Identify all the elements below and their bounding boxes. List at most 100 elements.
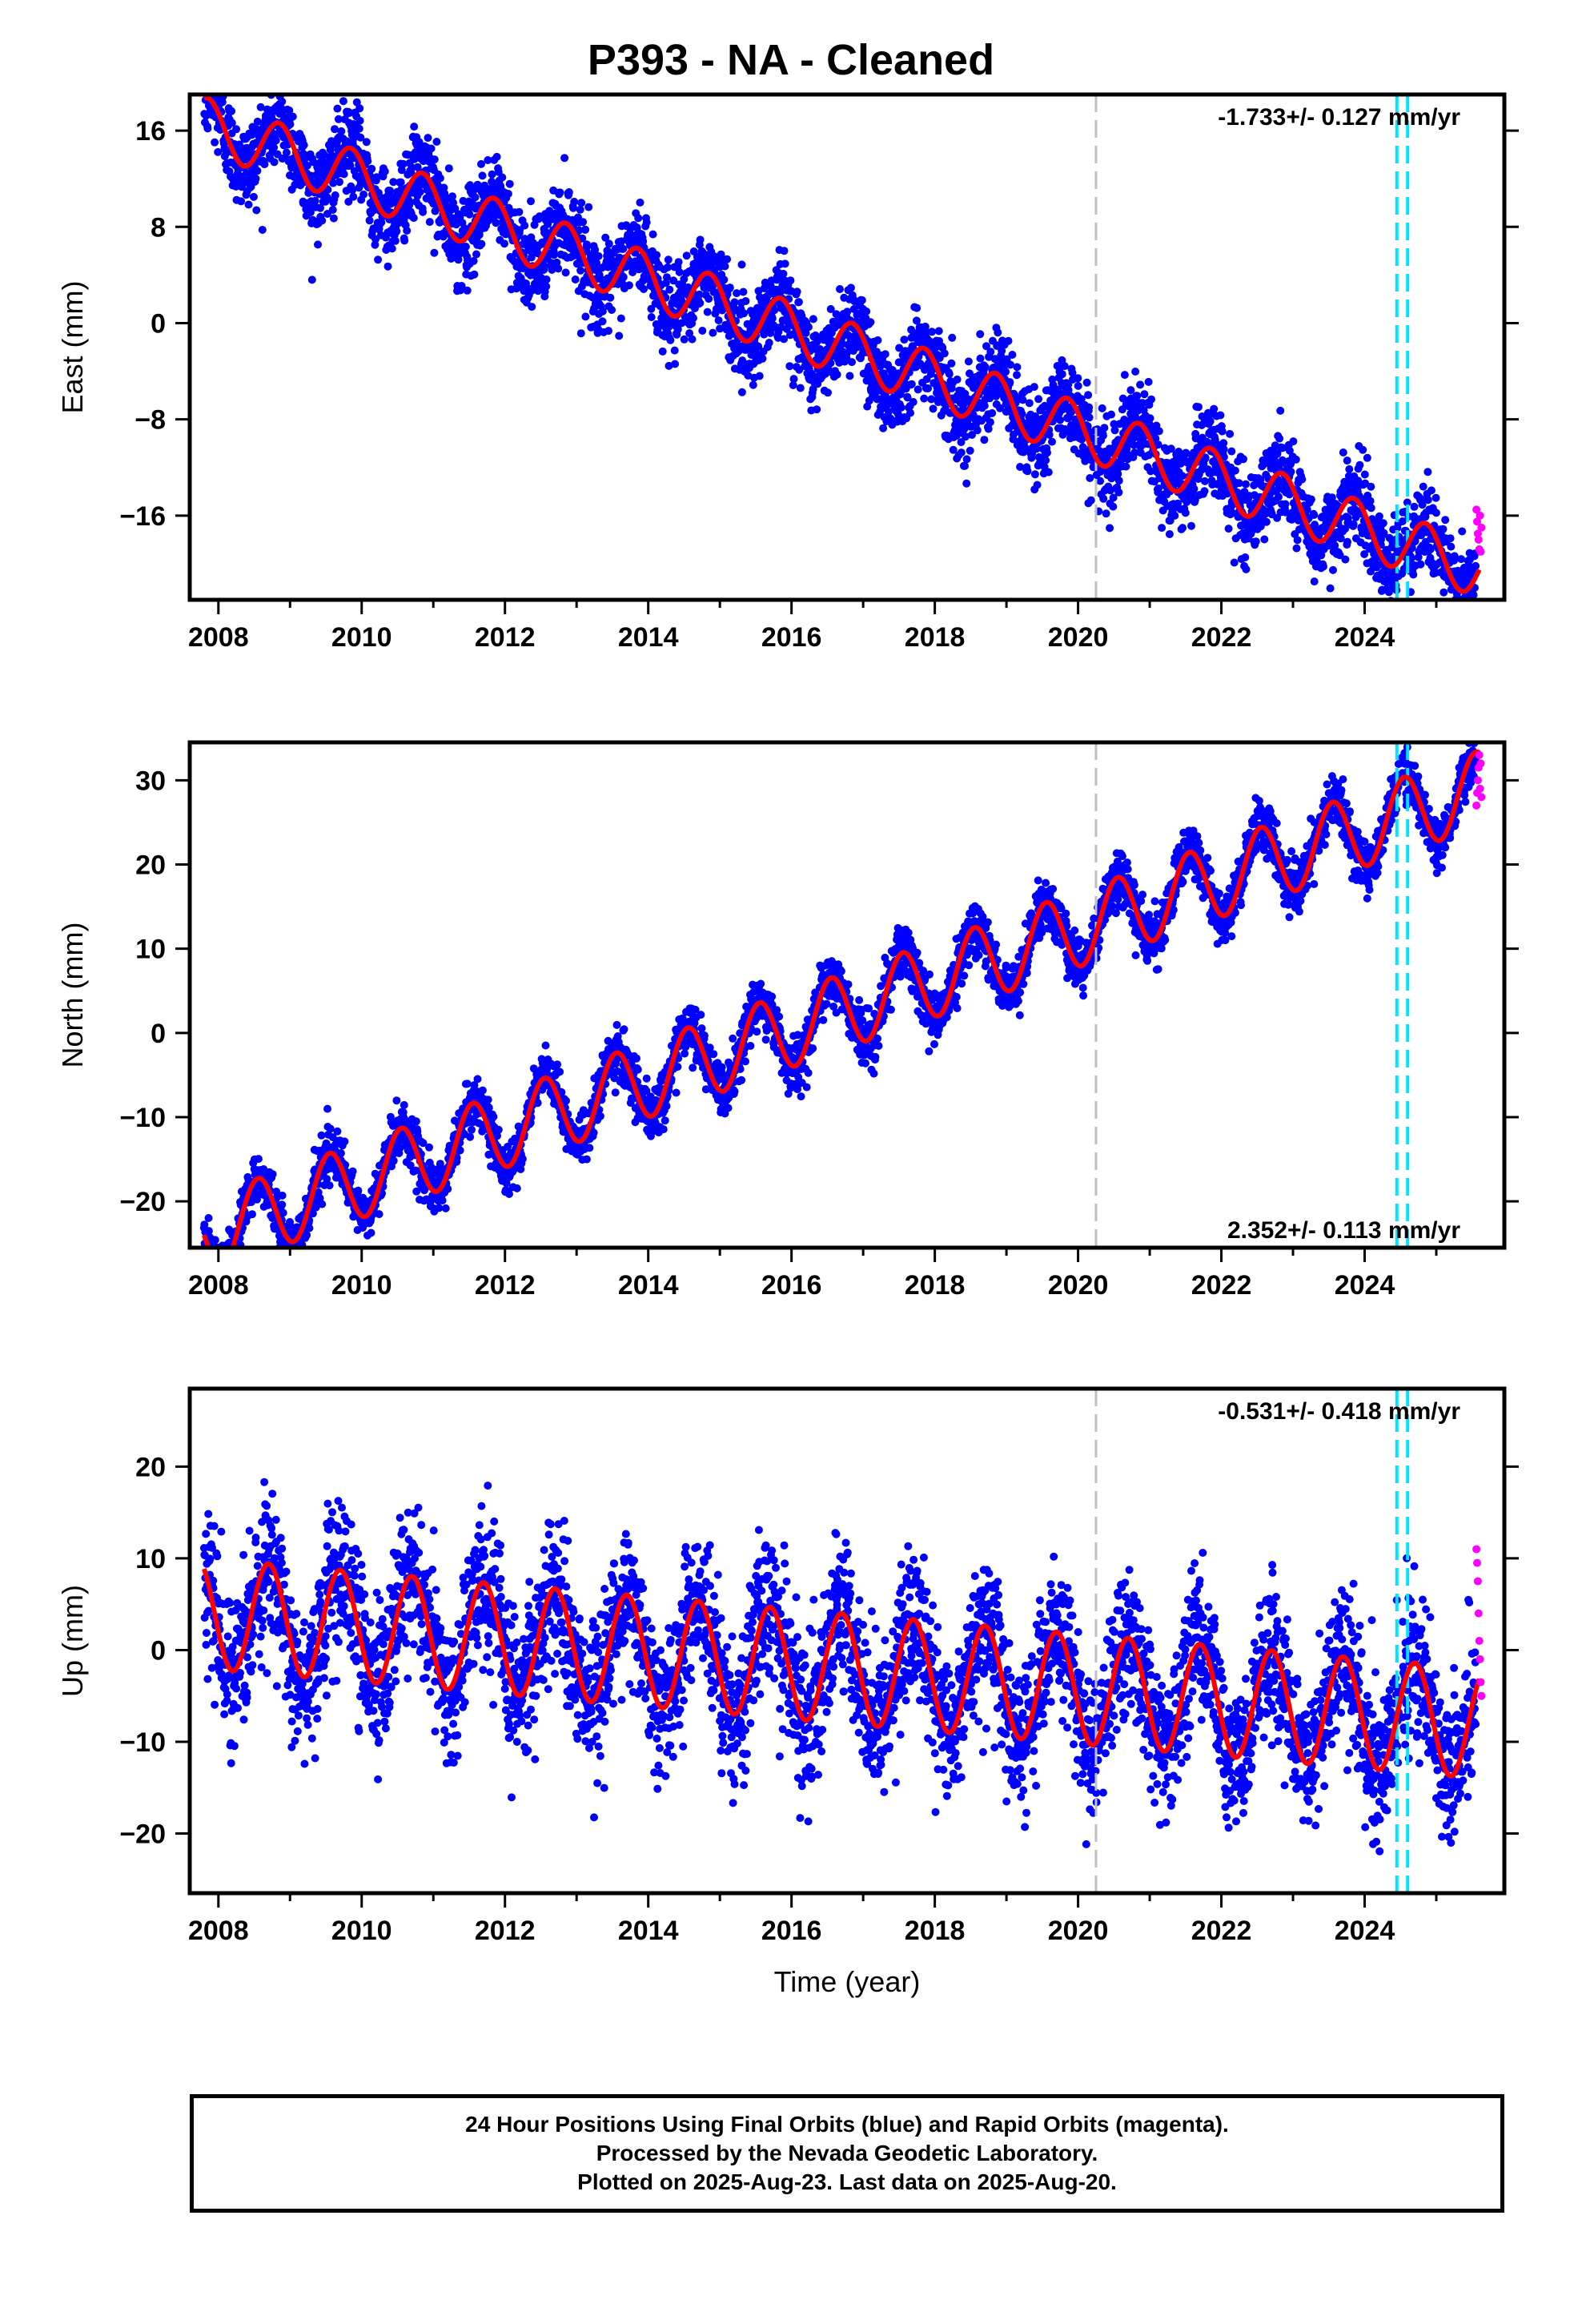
final-orbit-point <box>237 197 246 206</box>
final-orbit-point <box>552 258 561 267</box>
final-orbit-point <box>1219 445 1228 453</box>
final-orbit-point <box>282 148 291 157</box>
final-orbit-point <box>1452 639 1460 647</box>
final-orbit-point <box>311 196 319 205</box>
rapid-orbit-point <box>1476 511 1484 520</box>
final-orbit-point <box>744 372 753 380</box>
final-orbit-point <box>1018 396 1027 404</box>
final-orbit-point <box>1469 591 1478 599</box>
final-orbit-point <box>1307 495 1315 504</box>
final-orbit-point <box>244 200 253 209</box>
final-orbit-point <box>406 1161 415 1170</box>
final-orbit-point <box>969 384 978 392</box>
final-orbit-point <box>367 164 376 173</box>
final-orbit-point <box>884 408 893 416</box>
final-orbit-point <box>325 1181 334 1190</box>
final-orbit-point <box>895 344 904 352</box>
final-orbit-point <box>962 432 970 441</box>
final-orbit-point <box>785 362 794 371</box>
final-orbit-point <box>1343 537 1351 546</box>
final-orbit-point <box>1456 616 1464 624</box>
final-orbit-point <box>1273 513 1282 522</box>
final-orbit-point <box>1008 351 1017 359</box>
final-orbit-point <box>477 239 486 248</box>
final-orbit-point <box>640 285 648 293</box>
final-orbit-point <box>204 66 212 74</box>
final-orbit-point <box>1074 374 1082 383</box>
final-orbit-point <box>1096 476 1105 485</box>
final-orbit-point <box>1367 504 1375 513</box>
final-orbit-point <box>323 1104 331 1113</box>
final-orbit-point <box>1398 517 1407 525</box>
final-orbit-point <box>290 1254 298 1262</box>
final-orbit-point <box>634 214 643 223</box>
final-orbit-point <box>1033 480 1042 489</box>
final-orbit-point <box>211 83 219 91</box>
final-orbit-point <box>988 408 997 417</box>
final-orbit-point <box>287 163 296 172</box>
final-orbit-point <box>948 333 957 342</box>
final-orbit-point <box>328 206 337 214</box>
final-orbit-point <box>204 1227 213 1236</box>
final-orbit-point <box>1120 371 1129 380</box>
final-orbit-point <box>1355 460 1364 469</box>
final-orbit-point <box>457 282 466 290</box>
final-orbit-point <box>1310 577 1319 586</box>
final-orbit-point <box>340 1137 349 1146</box>
final-orbit-point <box>981 363 990 372</box>
final-orbit-point <box>749 380 757 389</box>
final-orbit-point <box>1042 456 1050 464</box>
final-orbit-point <box>1431 493 1440 502</box>
final-orbit-point <box>212 86 220 94</box>
final-orbit-point <box>1013 363 1022 372</box>
final-orbit-point <box>770 306 779 315</box>
final-orbit-point <box>714 316 723 324</box>
final-orbit-point <box>824 388 832 397</box>
final-orbit-point <box>833 370 841 379</box>
final-orbit-point <box>1085 413 1094 422</box>
final-orbit-point <box>1099 494 1108 503</box>
final-orbit-point <box>1165 530 1174 538</box>
rapid-orbit-point <box>1474 535 1483 544</box>
final-orbit-point <box>1133 392 1142 400</box>
final-orbit-point <box>737 260 746 269</box>
final-orbit-point <box>316 203 324 212</box>
final-orbit-point <box>1427 486 1435 495</box>
final-orbit-point <box>647 313 656 321</box>
final-orbit-point <box>1367 482 1375 491</box>
final-orbit-point <box>1110 426 1119 435</box>
final-orbit-point <box>913 304 921 312</box>
final-orbit-point <box>1407 544 1416 552</box>
final-orbit-point <box>980 401 989 410</box>
final-orbit-point <box>1114 476 1123 485</box>
final-orbit-point <box>305 1224 314 1232</box>
final-orbit-point <box>1109 493 1118 502</box>
final-orbit-point <box>392 227 401 235</box>
final-orbit-point <box>982 342 990 351</box>
final-orbit-point <box>1106 524 1114 533</box>
final-orbit-point <box>554 264 563 273</box>
model-fit-curve <box>203 95 1482 594</box>
final-orbit-point <box>879 424 888 432</box>
final-orbit-point <box>472 250 480 259</box>
final-orbit-point <box>498 173 507 182</box>
y-tick-label: −8 <box>135 405 166 436</box>
final-orbit-point <box>1195 403 1203 412</box>
final-orbit-point <box>278 1191 287 1200</box>
final-orbit-point <box>576 205 584 214</box>
final-orbit-point <box>581 225 590 234</box>
final-orbit-point <box>278 97 287 106</box>
final-orbit-point <box>912 316 921 325</box>
final-orbit-point <box>307 275 316 284</box>
final-orbit-point <box>412 1187 421 1196</box>
final-orbit-point <box>920 394 929 403</box>
rate-label: -1.733+/- 0.127 mm/yr <box>1218 104 1460 131</box>
final-orbit-point <box>671 360 680 368</box>
final-orbit-point <box>842 349 851 358</box>
final-orbit-point <box>1469 603 1477 611</box>
final-orbit-point <box>1279 444 1287 452</box>
final-orbit-point <box>211 138 219 147</box>
final-orbit-point <box>1154 484 1162 493</box>
final-orbit-point <box>578 234 587 243</box>
final-orbit-point <box>286 120 295 129</box>
